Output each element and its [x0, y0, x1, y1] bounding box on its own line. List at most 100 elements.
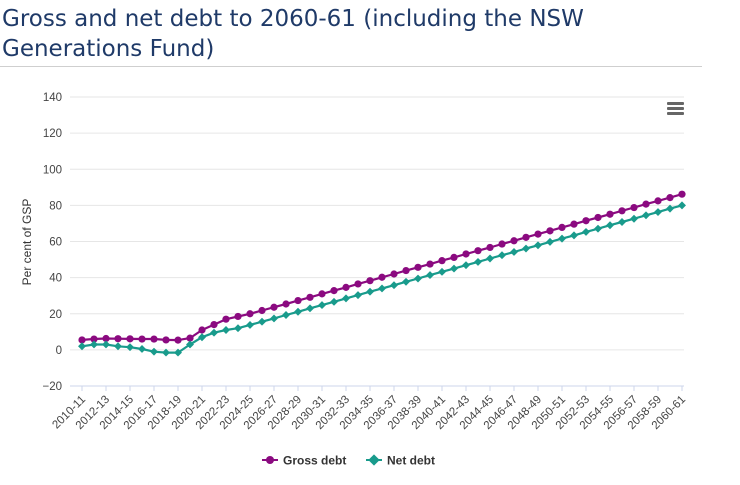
- data-point-net-debt[interactable]: [150, 347, 158, 356]
- data-point-net-debt[interactable]: [402, 277, 410, 286]
- data-point-net-debt[interactable]: [378, 284, 386, 293]
- data-point-gross-debt[interactable]: [606, 210, 614, 218]
- data-point-net-debt[interactable]: [174, 348, 182, 357]
- data-point-gross-debt[interactable]: [162, 336, 170, 344]
- data-point-net-debt[interactable]: [186, 340, 194, 349]
- data-point-net-debt[interactable]: [222, 326, 230, 334]
- data-point-gross-debt[interactable]: [282, 300, 290, 308]
- data-point-gross-debt[interactable]: [402, 266, 410, 275]
- data-point-gross-debt[interactable]: [390, 270, 398, 278]
- data-point-net-debt[interactable]: [678, 201, 686, 210]
- data-point-gross-debt[interactable]: [666, 194, 674, 202]
- data-point-gross-debt[interactable]: [678, 190, 686, 198]
- data-point-gross-debt[interactable]: [150, 335, 158, 343]
- legend-item-net-debt[interactable]: Net debt: [366, 454, 435, 468]
- data-point-net-debt[interactable]: [282, 311, 290, 319]
- chart-context-menu-button[interactable]: [664, 98, 688, 120]
- data-point-gross-debt[interactable]: [342, 283, 350, 291]
- data-point-gross-debt[interactable]: [222, 315, 230, 323]
- data-point-gross-debt[interactable]: [138, 335, 146, 343]
- data-point-gross-debt[interactable]: [558, 223, 566, 232]
- data-point-net-debt[interactable]: [414, 274, 422, 283]
- data-point-gross-debt[interactable]: [114, 335, 122, 343]
- data-point-gross-debt[interactable]: [210, 320, 218, 329]
- data-point-net-debt[interactable]: [366, 287, 374, 296]
- data-point-net-debt[interactable]: [258, 317, 266, 326]
- data-point-net-debt[interactable]: [294, 307, 302, 316]
- data-point-gross-debt[interactable]: [102, 334, 110, 343]
- data-point-gross-debt[interactable]: [198, 326, 206, 334]
- data-point-gross-debt[interactable]: [534, 230, 542, 238]
- data-point-net-debt[interactable]: [354, 291, 362, 300]
- data-point-net-debt[interactable]: [474, 257, 482, 266]
- data-point-net-debt[interactable]: [462, 261, 470, 270]
- data-point-gross-debt[interactable]: [450, 253, 458, 261]
- data-point-gross-debt[interactable]: [414, 263, 422, 271]
- data-point-gross-debt[interactable]: [378, 273, 386, 281]
- data-point-net-debt[interactable]: [246, 320, 254, 329]
- data-point-net-debt[interactable]: [510, 248, 518, 256]
- data-point-net-debt[interactable]: [546, 237, 554, 246]
- data-point-gross-debt[interactable]: [642, 200, 650, 208]
- data-point-gross-debt[interactable]: [462, 250, 470, 258]
- data-point-net-debt[interactable]: [426, 271, 434, 280]
- data-point-gross-debt[interactable]: [174, 336, 182, 344]
- data-point-net-debt[interactable]: [234, 324, 242, 333]
- data-point-net-debt[interactable]: [270, 314, 278, 323]
- data-point-net-debt[interactable]: [330, 297, 338, 306]
- data-point-net-debt[interactable]: [522, 244, 530, 253]
- data-point-net-debt[interactable]: [162, 348, 170, 357]
- data-point-net-debt[interactable]: [90, 340, 98, 349]
- data-point-gross-debt[interactable]: [474, 247, 482, 255]
- data-point-gross-debt[interactable]: [594, 213, 602, 222]
- data-point-net-debt[interactable]: [666, 204, 674, 213]
- data-point-net-debt[interactable]: [618, 218, 626, 226]
- data-point-gross-debt[interactable]: [618, 207, 626, 215]
- data-point-net-debt[interactable]: [450, 264, 458, 273]
- data-point-gross-debt[interactable]: [306, 293, 314, 301]
- data-point-gross-debt[interactable]: [546, 227, 554, 235]
- data-point-gross-debt[interactable]: [630, 203, 638, 212]
- data-point-gross-debt[interactable]: [234, 312, 242, 321]
- data-point-gross-debt[interactable]: [654, 197, 662, 205]
- data-point-net-debt[interactable]: [642, 211, 650, 220]
- data-point-net-debt[interactable]: [102, 340, 110, 349]
- data-point-net-debt[interactable]: [390, 281, 398, 290]
- data-point-gross-debt[interactable]: [90, 335, 98, 343]
- data-point-net-debt[interactable]: [594, 224, 602, 233]
- data-point-gross-debt[interactable]: [270, 303, 278, 311]
- data-point-gross-debt[interactable]: [486, 243, 494, 252]
- data-point-net-debt[interactable]: [306, 304, 314, 313]
- data-point-net-debt[interactable]: [570, 231, 578, 240]
- data-point-net-debt[interactable]: [534, 241, 542, 250]
- data-point-net-debt[interactable]: [606, 221, 614, 230]
- data-point-gross-debt[interactable]: [438, 257, 446, 265]
- data-point-net-debt[interactable]: [498, 251, 506, 260]
- data-point-net-debt[interactable]: [438, 267, 446, 276]
- data-point-gross-debt[interactable]: [354, 280, 362, 288]
- data-point-gross-debt[interactable]: [510, 237, 518, 245]
- data-point-net-debt[interactable]: [114, 342, 122, 351]
- data-point-gross-debt[interactable]: [294, 296, 302, 305]
- legend-item-gross-debt[interactable]: Gross debt: [262, 454, 346, 468]
- data-point-gross-debt[interactable]: [426, 260, 434, 268]
- data-point-net-debt[interactable]: [126, 343, 134, 352]
- data-point-gross-debt[interactable]: [582, 217, 590, 225]
- data-point-net-debt[interactable]: [486, 254, 494, 263]
- data-point-net-debt[interactable]: [138, 345, 146, 353]
- data-point-gross-debt[interactable]: [522, 233, 530, 241]
- data-point-gross-debt[interactable]: [570, 220, 578, 228]
- data-point-net-debt[interactable]: [558, 234, 566, 243]
- data-point-gross-debt[interactable]: [78, 336, 86, 344]
- data-point-gross-debt[interactable]: [330, 287, 338, 295]
- data-point-gross-debt[interactable]: [126, 335, 134, 343]
- data-point-gross-debt[interactable]: [186, 334, 194, 342]
- data-point-gross-debt[interactable]: [366, 277, 374, 285]
- data-point-gross-debt[interactable]: [318, 290, 326, 298]
- data-point-net-debt[interactable]: [582, 227, 590, 236]
- data-point-net-debt[interactable]: [210, 328, 218, 337]
- data-point-gross-debt[interactable]: [258, 306, 266, 315]
- data-point-net-debt[interactable]: [318, 301, 326, 310]
- data-point-net-debt[interactable]: [78, 342, 86, 351]
- data-point-net-debt[interactable]: [630, 214, 638, 223]
